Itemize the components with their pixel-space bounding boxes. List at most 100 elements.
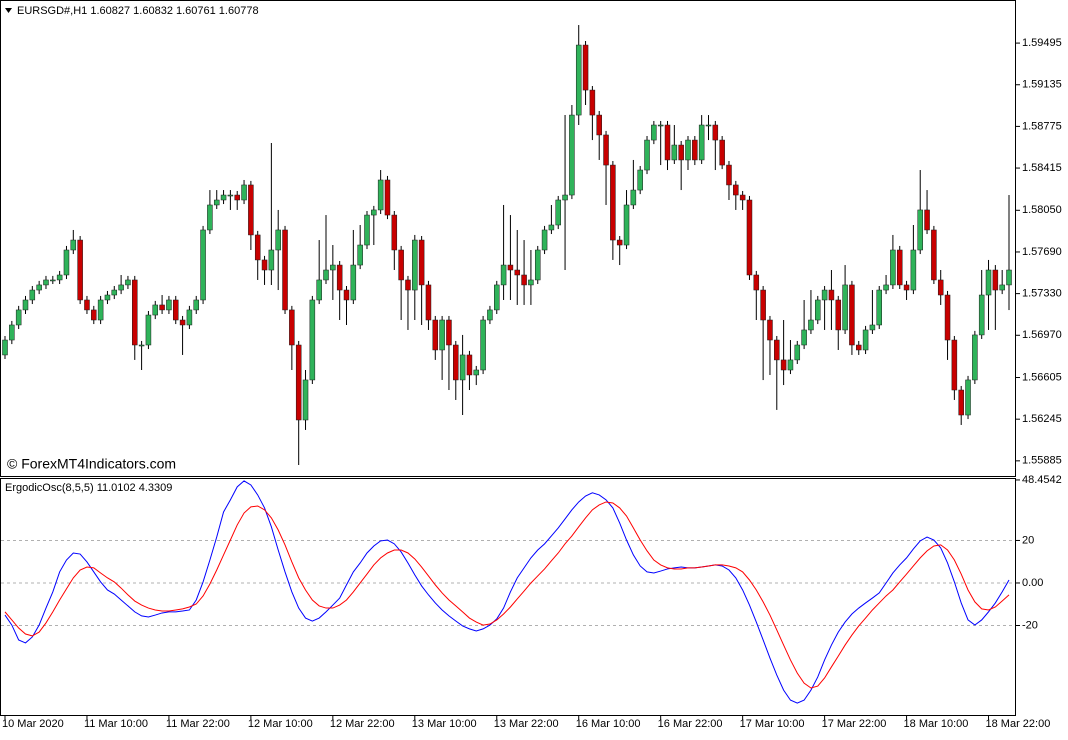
candle-body [671, 144, 678, 161]
candle-body [931, 229, 937, 281]
candle-body [528, 279, 534, 286]
candle-body [623, 204, 630, 246]
candle-body [138, 344, 145, 347]
candle-body [883, 284, 889, 291]
candle-body [446, 319, 452, 346]
candle-body [261, 259, 268, 271]
x-tick-label: 17 Mar 10:00 [740, 718, 805, 730]
candle-body [521, 274, 527, 286]
candle-body [856, 344, 862, 351]
candle-body [678, 144, 684, 161]
candle-body [70, 239, 77, 251]
candle-body [596, 114, 602, 136]
y-tick-label: 1.59135 [1022, 79, 1062, 91]
x-tick-label: 10 Mar 2020 [2, 718, 64, 730]
y-tick-label: 1.58050 [1022, 204, 1062, 216]
candle-body [466, 354, 473, 376]
candle-body [316, 279, 322, 301]
candle-body [97, 299, 104, 321]
candle-body [193, 299, 199, 311]
y-tick-label: -20 [1022, 619, 1038, 631]
candle-body [808, 319, 814, 331]
candle-body [644, 139, 650, 171]
candle-body [774, 339, 780, 361]
candle-body [166, 299, 172, 311]
candle-body [978, 294, 985, 336]
candle-body [869, 324, 876, 331]
candle-body [569, 114, 575, 196]
candle-body [173, 299, 179, 321]
candle-body [43, 279, 49, 286]
oscillator-line [4, 501, 1010, 689]
candle-body [992, 269, 999, 291]
candle-body [972, 334, 978, 381]
candle-body [712, 124, 719, 141]
candle-body [412, 239, 418, 291]
candle-body [132, 279, 138, 346]
candle-body [999, 284, 1005, 291]
candle-body [302, 379, 309, 421]
candle-body [958, 389, 964, 416]
x-tick-label: 11 Mar 22:00 [166, 718, 230, 730]
candle-body [582, 44, 589, 91]
candle-body [692, 139, 698, 161]
candle-body [330, 264, 336, 271]
candle-body [548, 224, 555, 231]
candle-body [842, 284, 848, 331]
candle-body [917, 209, 923, 251]
indicator-title: ErgodicOsc(8,5,5) 11.0102 4.3309 [5, 482, 172, 494]
candle-body [56, 274, 63, 281]
candle-body [705, 124, 712, 127]
candle-body [815, 299, 821, 321]
candle-body [753, 274, 760, 291]
price-panel-frame [0, 0, 1016, 477]
y-tick-label: 1.55885 [1022, 455, 1062, 467]
candle-body [603, 134, 609, 166]
candle-body [767, 319, 773, 341]
candle-body [9, 324, 15, 341]
candle-body [77, 239, 83, 301]
candle-body [896, 249, 903, 286]
candle-body [664, 124, 671, 161]
y-tick-label: 1.58775 [1022, 120, 1062, 132]
y-tick-label: 1.57690 [1022, 246, 1062, 258]
candle-body [637, 169, 643, 191]
candle-body [514, 269, 520, 276]
candle-body [91, 309, 97, 321]
symbol-menu-icon[interactable] [5, 8, 12, 13]
candle-body [657, 124, 664, 127]
candle-body [876, 289, 882, 326]
candle-body [787, 359, 794, 371]
candle-body [268, 249, 275, 271]
candle-body [282, 229, 288, 311]
candle-body [487, 309, 493, 321]
candle-body [357, 244, 363, 266]
candle-body [862, 329, 869, 351]
candle-body [309, 299, 316, 381]
candle-body [405, 279, 411, 291]
watermark-annotation: © ForexMT4Indicators.com [7, 456, 176, 472]
candle-body [84, 299, 90, 311]
candle-body [780, 359, 787, 371]
candle-body [125, 279, 131, 286]
candle-body [944, 294, 951, 341]
oscillator-panel-frame [0, 478, 1016, 716]
candle-body [63, 249, 70, 276]
candle-body [459, 354, 466, 381]
candle-body [152, 304, 159, 316]
candle-body [350, 264, 357, 301]
x-tick-label: 12 Mar 10:00 [248, 718, 313, 730]
candle-body [289, 309, 295, 346]
candle-body [494, 284, 500, 311]
y-tick-label: 0.00 [1022, 577, 1043, 589]
candle-body [36, 284, 42, 291]
candle-body [507, 264, 514, 271]
oscillator-line [4, 480, 1010, 704]
candle-body [562, 194, 568, 201]
candle-body [295, 344, 302, 421]
candle-body [541, 229, 548, 251]
x-tick-label: 18 Mar 22:00 [986, 718, 1051, 730]
candle-body [227, 194, 234, 197]
candle-body [234, 194, 240, 201]
